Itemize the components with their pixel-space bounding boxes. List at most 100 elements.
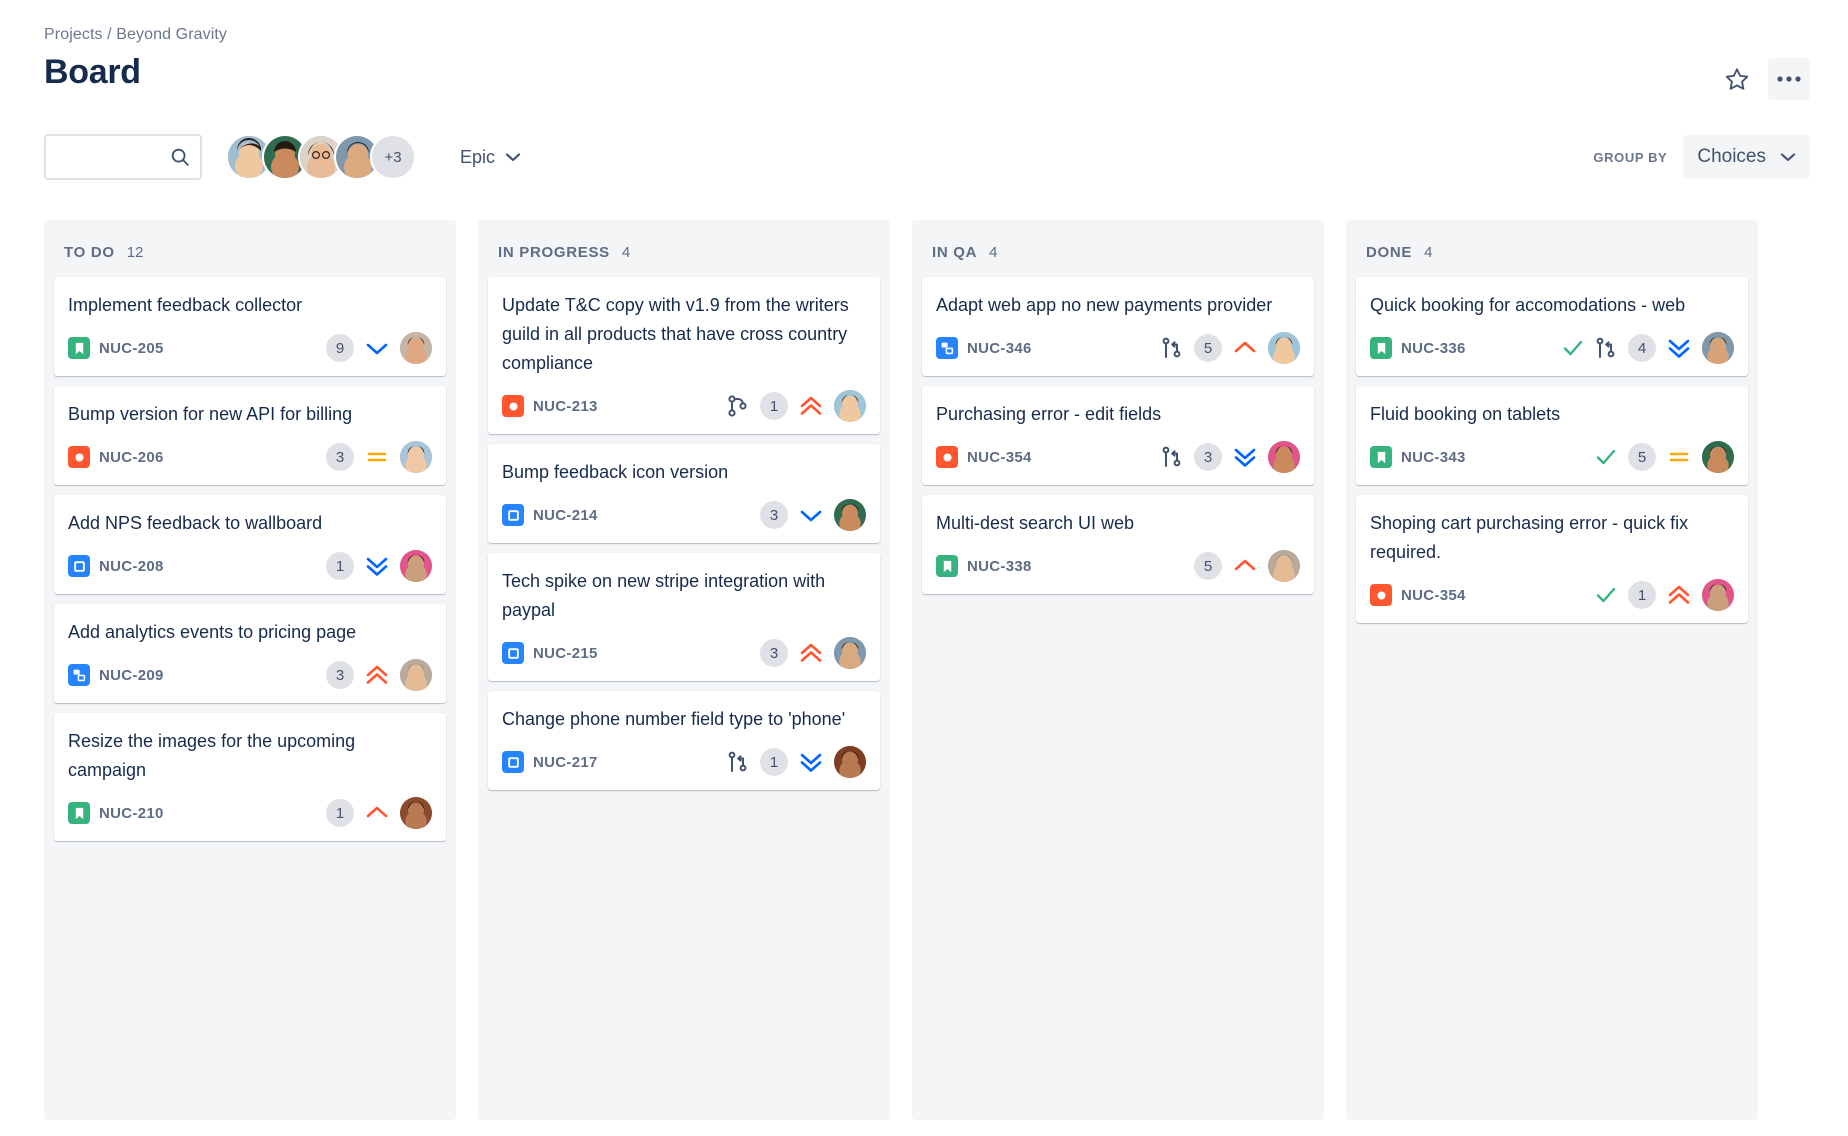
issue-meta-right: 1 xyxy=(1595,579,1734,611)
issue-card[interactable]: Purchasing error - edit fields NUC-354 3 xyxy=(922,386,1314,485)
issue-key[interactable]: NUC-214 xyxy=(533,506,598,524)
story-point-badge: 3 xyxy=(760,639,788,667)
issue-key[interactable]: NUC-206 xyxy=(99,448,164,466)
avatar-overflow-count[interactable]: +3 xyxy=(370,134,416,180)
issue-card[interactable]: Multi-dest search UI web NUC-338 5 xyxy=(922,495,1314,594)
assignee-avatar[interactable] xyxy=(400,441,432,473)
issue-meta-right: 1 xyxy=(727,746,866,778)
assignee-avatar[interactable] xyxy=(834,746,866,778)
issue-card[interactable]: Bump feedback icon version NUC-214 3 xyxy=(488,444,880,543)
issue-card[interactable]: Implement feedback collector NUC-205 9 xyxy=(54,277,446,376)
issue-key[interactable]: NUC-217 xyxy=(533,753,598,771)
avatar-group[interactable]: +3 xyxy=(226,134,416,180)
search-input[interactable] xyxy=(44,134,202,180)
issue-key[interactable]: NUC-215 xyxy=(533,644,598,662)
priority-highest-icon xyxy=(799,642,823,664)
assignee-avatar[interactable] xyxy=(834,637,866,669)
chevron-down-icon xyxy=(505,152,521,162)
assignee-avatar[interactable] xyxy=(400,797,432,829)
issue-meta: NUC-213 1 xyxy=(502,390,866,422)
issue-meta-left: NUC-217 xyxy=(502,751,598,773)
column-header: DONE 4 xyxy=(1356,232,1748,277)
assignee-avatar[interactable] xyxy=(1268,441,1300,473)
issue-meta-left: NUC-338 xyxy=(936,555,1032,577)
done-check-icon xyxy=(1595,585,1617,605)
issue-meta: NUC-338 5 xyxy=(936,550,1300,582)
dev-pull-request-icon[interactable] xyxy=(1161,445,1183,469)
issue-key[interactable]: NUC-354 xyxy=(1401,586,1466,604)
issue-type-story-icon xyxy=(1370,446,1392,468)
assignee-avatar[interactable] xyxy=(1702,332,1734,364)
board-column: IN PROGRESS 4 Update T&C copy with v1.9 fr… xyxy=(478,220,890,1120)
issue-card[interactable]: Bump version for new API for billing NUC-… xyxy=(54,386,446,485)
issue-key[interactable]: NUC-336 xyxy=(1401,339,1466,357)
chevron-down-icon xyxy=(1780,152,1796,162)
priority-highest-icon xyxy=(1667,584,1691,606)
issue-type-task-icon xyxy=(68,555,90,577)
dev-pull-request-icon[interactable] xyxy=(727,750,749,774)
issue-meta-left: NUC-206 xyxy=(68,446,164,468)
issue-title: Implement feedback collector xyxy=(68,295,303,315)
issue-card[interactable]: Adapt web app no new payments provider NU… xyxy=(922,277,1314,376)
issue-card[interactable]: Shoping cart purchasing error - quick fi… xyxy=(1356,495,1748,623)
star-icon[interactable] xyxy=(1716,58,1758,100)
issue-key[interactable]: NUC-354 xyxy=(967,448,1032,466)
issue-card[interactable]: Tech spike on new stripe integration wit… xyxy=(488,553,880,681)
assignee-avatar[interactable] xyxy=(400,659,432,691)
story-point-badge: 9 xyxy=(326,334,354,362)
dev-pull-request-icon[interactable] xyxy=(1595,336,1617,360)
story-point-badge: 1 xyxy=(760,392,788,420)
assignee-avatar[interactable] xyxy=(1268,332,1300,364)
assignee-avatar[interactable] xyxy=(400,332,432,364)
issue-meta-left: NUC-354 xyxy=(1370,584,1466,606)
issue-key[interactable]: NUC-338 xyxy=(967,557,1032,575)
issue-key[interactable]: NUC-209 xyxy=(99,666,164,684)
column-name: IN QA xyxy=(932,244,978,261)
issue-title: Update T&C copy with v1.9 from the write… xyxy=(502,295,849,373)
issue-card[interactable]: Update T&C copy with v1.9 from the write… xyxy=(488,277,880,434)
priority-low-icon xyxy=(365,337,389,359)
breadcrumb[interactable]: Projects / Beyond Gravity xyxy=(44,26,228,43)
priority-lowest-icon xyxy=(365,555,389,577)
issue-key[interactable]: NUC-210 xyxy=(99,804,164,822)
priority-highest-icon xyxy=(799,395,823,417)
column-name: DONE xyxy=(1366,244,1413,261)
issue-key[interactable]: NUC-205 xyxy=(99,339,164,357)
assignee-avatar[interactable] xyxy=(1268,550,1300,582)
issue-meta-right: 3 xyxy=(760,499,866,531)
assignee-avatar[interactable] xyxy=(400,550,432,582)
story-point-badge: 5 xyxy=(1194,334,1222,362)
assignee-avatar[interactable] xyxy=(1702,441,1734,473)
issue-key[interactable]: NUC-346 xyxy=(967,339,1032,357)
column-header: TO DO 12 xyxy=(54,232,446,277)
epic-filter-button[interactable]: Epic xyxy=(448,136,533,178)
issue-card[interactable]: Resize the images for the upcoming campa… xyxy=(54,713,446,841)
assignee-avatar[interactable] xyxy=(834,390,866,422)
issue-meta-right: 5 xyxy=(1161,332,1300,364)
dev-pull-request-icon[interactable] xyxy=(1161,336,1183,360)
issue-meta-right: 1 xyxy=(326,550,432,582)
issue-key[interactable]: NUC-208 xyxy=(99,557,164,575)
assignee-avatar[interactable] xyxy=(834,499,866,531)
issue-meta: NUC-336 4 xyxy=(1370,332,1734,364)
avatar[interactable] xyxy=(226,134,272,180)
issue-meta-right: 5 xyxy=(1194,550,1300,582)
ellipsis-icon[interactable] xyxy=(1768,58,1810,100)
issue-key[interactable]: NUC-213 xyxy=(533,397,598,415)
issue-title: Multi-dest search UI web xyxy=(936,513,1135,533)
issue-title: Adapt web app no new payments provider xyxy=(936,295,1273,315)
issue-card[interactable]: Add NPS feedback to wallboard NUC-208 1 xyxy=(54,495,446,594)
issue-title: Quick booking for accomodations - web xyxy=(1370,295,1686,315)
issue-meta-right: 3 xyxy=(1161,441,1300,473)
issue-card[interactable]: Quick booking for accomodations - web NUC… xyxy=(1356,277,1748,376)
avatar[interactable] xyxy=(334,134,380,180)
issue-key[interactable]: NUC-343 xyxy=(1401,448,1466,466)
dev-branch-icon[interactable] xyxy=(727,394,749,418)
assignee-avatar[interactable] xyxy=(1702,579,1734,611)
issue-card[interactable]: Add analytics events to pricing page NUC-… xyxy=(54,604,446,703)
column-count: 12 xyxy=(126,244,144,261)
group-by-select[interactable]: Choices xyxy=(1683,135,1810,179)
issue-card[interactable]: Change phone number field type to 'phone… xyxy=(488,691,880,790)
issue-card[interactable]: Fluid booking on tablets NUC-343 5 xyxy=(1356,386,1748,485)
